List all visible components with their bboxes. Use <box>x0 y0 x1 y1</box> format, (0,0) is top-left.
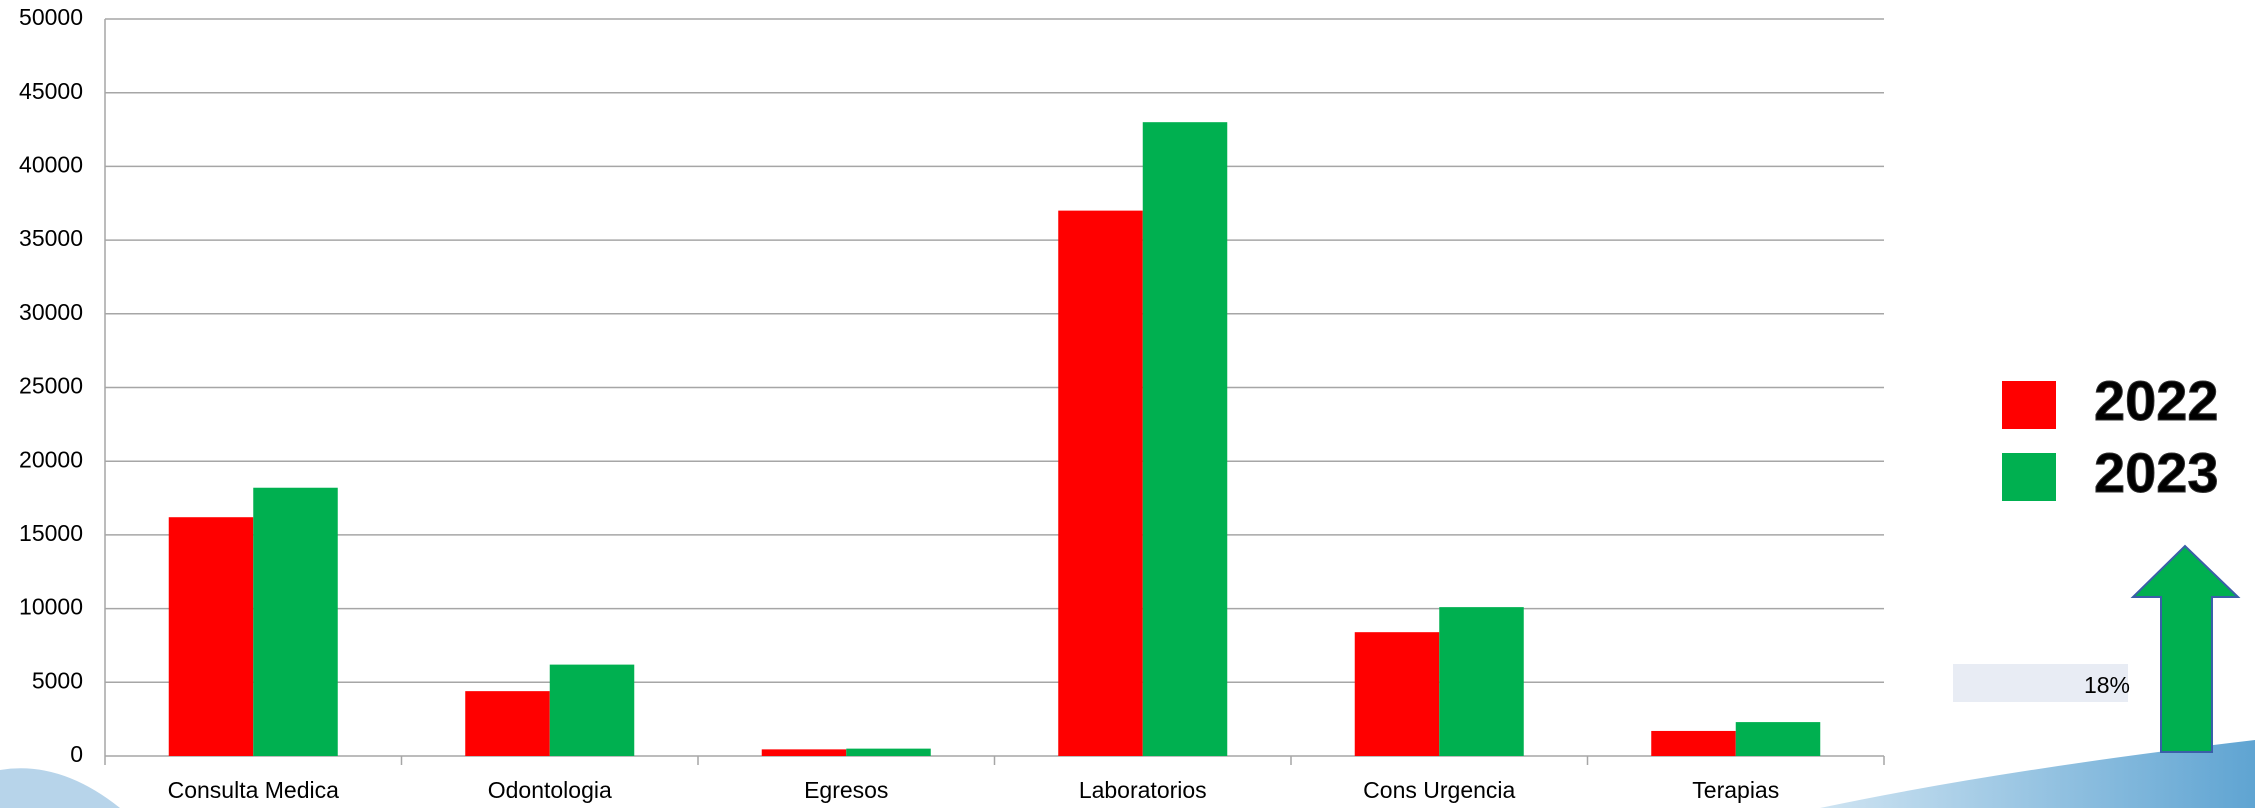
x-tick-label: Egresos <box>804 777 888 803</box>
y-tick-label: 20000 <box>19 446 83 472</box>
x-tick-label: Cons Urgencia <box>1363 777 1515 803</box>
x-tick-label: Consulta Medica <box>168 777 340 803</box>
bar <box>253 487 338 756</box>
y-tick-label: 0 <box>70 741 83 767</box>
x-tick-label: Terapias <box>1692 777 1779 803</box>
bar <box>1651 730 1736 756</box>
x-tick-label: Laboratorios <box>1079 777 1207 803</box>
bar <box>168 517 254 756</box>
bar <box>1439 607 1524 756</box>
y-tick-label: 30000 <box>19 299 83 325</box>
legend-label: 2022 <box>2094 369 2219 432</box>
decor-wave <box>1820 740 2255 808</box>
y-tick-label: 10000 <box>19 594 83 620</box>
y-tick-label: 25000 <box>19 373 83 399</box>
y-tick-label: 50000 <box>19 4 83 30</box>
legend-label: 2023 <box>2094 441 2219 504</box>
y-tick-label: 45000 <box>19 78 83 104</box>
x-tick-label: Odontologia <box>488 777 612 803</box>
y-tick-label: 5000 <box>32 667 83 693</box>
legend-swatch <box>2002 453 2056 501</box>
bar <box>1735 722 1821 756</box>
bar <box>1354 632 1440 756</box>
bar <box>465 691 550 756</box>
bar <box>761 749 847 756</box>
annotation: 18% <box>2084 672 2130 698</box>
legend-swatch <box>2002 381 2056 429</box>
bar <box>1142 122 1228 757</box>
up-arrow <box>2130 544 2241 753</box>
y-tick-label: 15000 <box>19 520 83 546</box>
y-tick-label: 35000 <box>19 225 83 251</box>
bar <box>549 664 635 756</box>
bar <box>1058 210 1143 756</box>
annotation-box <box>1953 664 2128 702</box>
y-tick-label: 40000 <box>19 151 83 177</box>
bar <box>846 748 931 756</box>
decor-wave <box>0 768 120 808</box>
